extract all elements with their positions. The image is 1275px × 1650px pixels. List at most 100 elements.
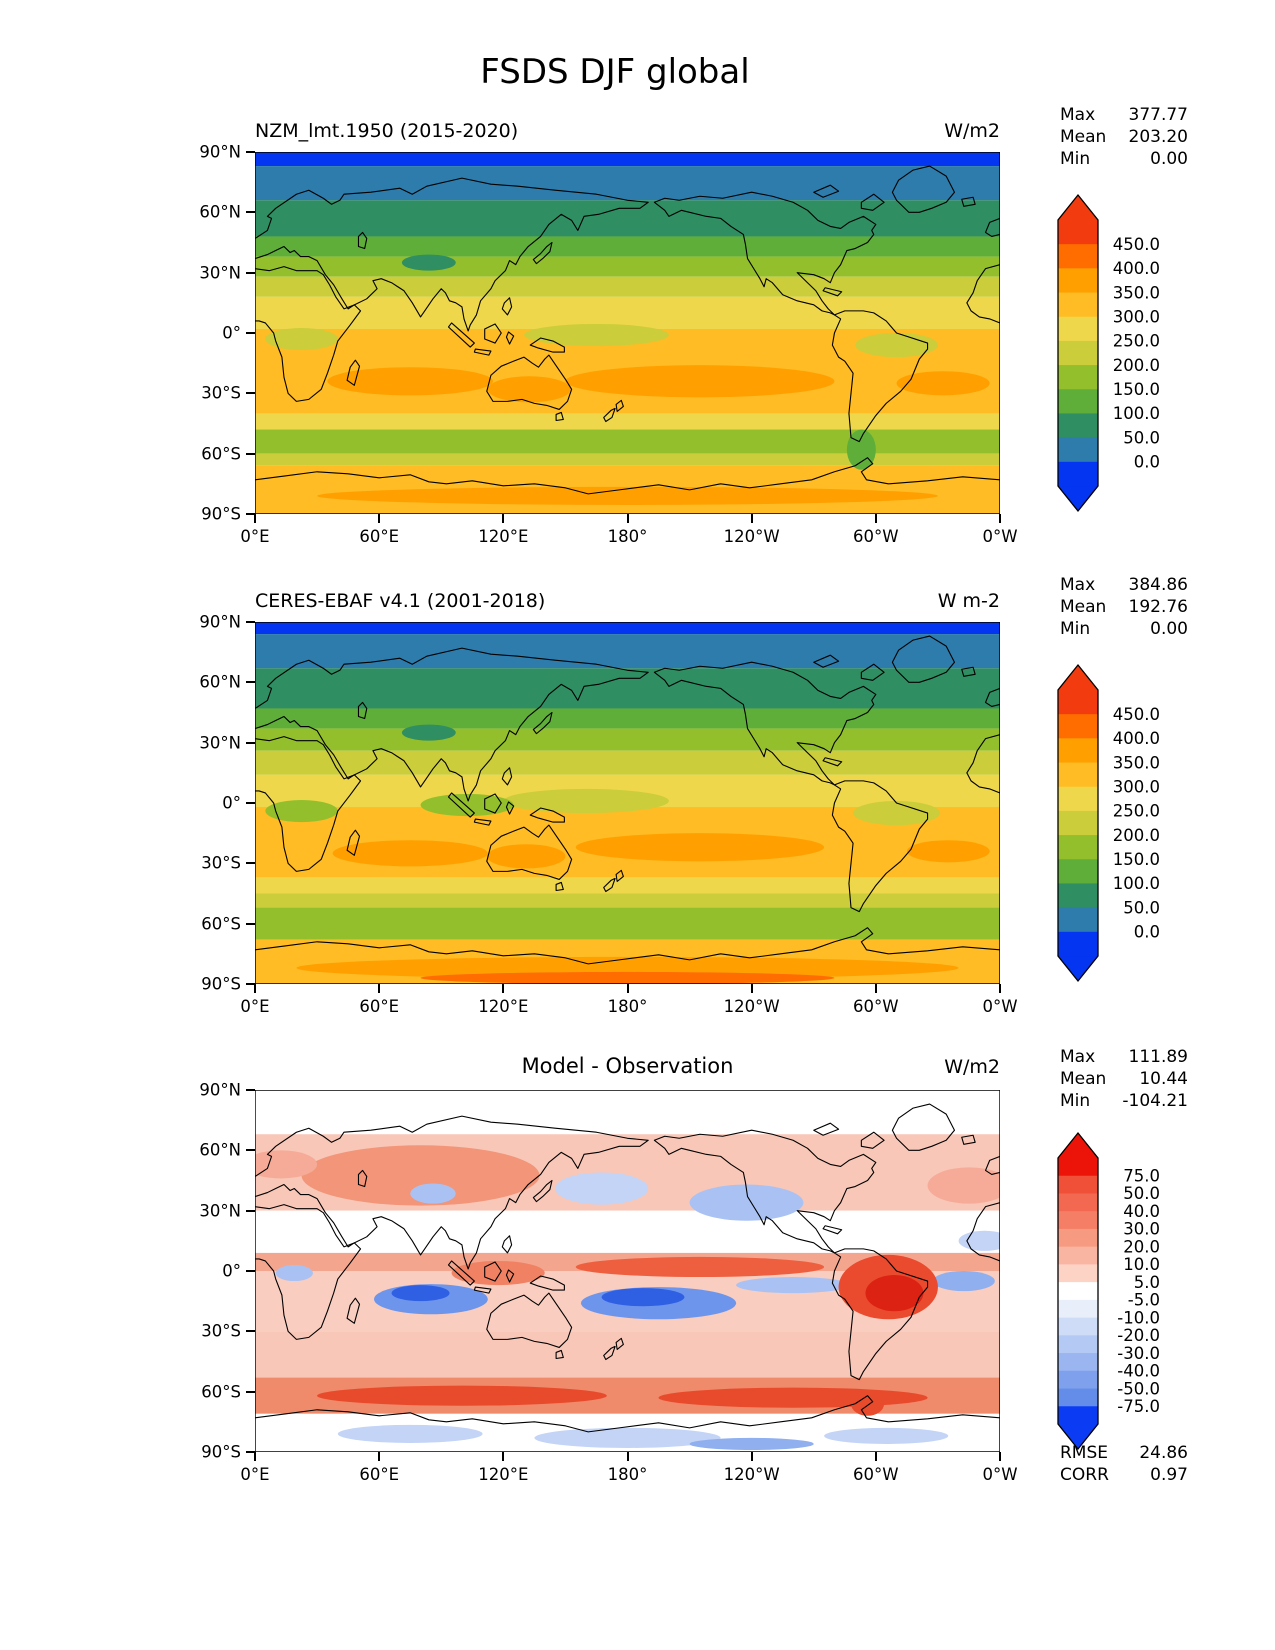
svg-text:75.0: 75.0 <box>1123 1167 1160 1186</box>
panel1-title: NZM_lmt.1950 (2015-2020) <box>255 120 519 142</box>
y-tick <box>246 1270 255 1272</box>
panel2-units: W m-2 <box>937 590 1000 612</box>
x-tick-label: 180° <box>607 1465 648 1484</box>
y-tick-label: 30°N <box>199 263 241 283</box>
y-tick <box>246 983 255 985</box>
svg-text:50.0: 50.0 <box>1123 898 1160 917</box>
y-tick <box>246 271 255 274</box>
stat-label: Min <box>1060 619 1091 639</box>
y-tick <box>246 741 255 744</box>
svg-text:100.0: 100.0 <box>1113 404 1160 423</box>
svg-text:350.0: 350.0 <box>1113 283 1160 302</box>
map-observation: 90°N 60°N 30°N 0° 30°S 60°S 90°S 0°E 60°E 120°E 18… <box>199 613 1017 1017</box>
x-tick <box>999 514 1001 523</box>
map-model-svg <box>255 152 1000 514</box>
svg-text:100.0: 100.0 <box>1113 874 1160 893</box>
stat-label: Max <box>1060 105 1096 125</box>
map-model: 90°N 60°N 30°N 0° 30°S 60°S 90°S 0°E 60°E 120°E 18… <box>199 143 1017 547</box>
svg-text:30.0: 30.0 <box>1123 1220 1160 1239</box>
y-tick <box>246 332 255 334</box>
stat-row: Max 377.77 <box>1060 104 1188 126</box>
x-tick-label: 60°W <box>853 997 899 1016</box>
stat-label: Min <box>1060 1091 1091 1111</box>
map-difference: 90°N 60°N 30°N 0° 30°S 60°S 90°S 0°E 60°E 120°E 18… <box>199 1081 1017 1485</box>
x-tick <box>378 984 381 993</box>
y-tick <box>246 621 255 623</box>
y-tick-label: 30°S <box>201 853 241 873</box>
svg-text:300.0: 300.0 <box>1113 778 1160 797</box>
svg-text:-50.0: -50.0 <box>1117 1379 1160 1398</box>
colorbar-difference: 75.050.040.030.020.010.05.0-5.0-10.0-20.… <box>1057 1131 1160 1451</box>
x-tick <box>502 984 505 993</box>
y-tick-label: 0° <box>222 793 241 813</box>
stat-value: 377.77 <box>1128 105 1188 125</box>
stat-row: Max 384.86 <box>1060 574 1188 596</box>
y-tick <box>246 151 255 153</box>
x-tick <box>254 514 256 523</box>
figure-title: FSDS DJF global <box>480 52 750 92</box>
map-observation-svg <box>255 622 1000 984</box>
y-tick-label: 60°N <box>199 202 241 222</box>
y-tick-label: 0° <box>222 323 241 343</box>
x-tick-label: 0°W <box>982 1465 1018 1484</box>
x-tick-label: 60°W <box>853 527 899 546</box>
metric-label: RMSE <box>1060 1443 1109 1463</box>
y-tick-label: 0° <box>222 1261 241 1281</box>
y-tick <box>246 452 255 455</box>
y-tick <box>246 681 255 684</box>
y-tick-label: 60°N <box>199 1140 241 1160</box>
svg-text:50.0: 50.0 <box>1123 1184 1160 1203</box>
x-tick-label: 120°E <box>478 997 529 1016</box>
stat-label: Mean <box>1060 127 1107 147</box>
stat-row: Mean 10.44 <box>1060 1068 1188 1090</box>
x-tick-label: 60°E <box>359 1465 399 1484</box>
y-tick <box>246 1451 255 1453</box>
stat-label: Mean <box>1060 1069 1107 1089</box>
y-tick <box>246 1209 255 1212</box>
y-tick <box>246 1089 255 1091</box>
y-tick <box>246 862 255 865</box>
y-tick-label: 90°S <box>201 974 241 994</box>
y-tick <box>246 392 255 395</box>
x-tick-label: 120°W <box>723 997 780 1016</box>
svg-text:400.0: 400.0 <box>1113 259 1160 278</box>
metric-value: 24.86 <box>1139 1443 1188 1463</box>
svg-text:-40.0: -40.0 <box>1117 1362 1160 1381</box>
stat-row: Max 111.89 <box>1060 1046 1188 1068</box>
y-tick <box>246 802 255 804</box>
stat-label: Max <box>1060 1047 1096 1067</box>
x-tick <box>999 984 1001 993</box>
x-tick <box>626 514 629 523</box>
x-tick-label: 120°E <box>478 1465 529 1484</box>
x-tick <box>254 1452 256 1461</box>
stat-value: 0.00 <box>1150 149 1188 169</box>
stat-row: Min 0.00 <box>1060 148 1188 170</box>
svg-text:0.0: 0.0 <box>1134 923 1160 942</box>
y-tick <box>246 1390 255 1393</box>
colorbar-observation: 450.0 400.0 350.0 300.0 250.0 200.0 150.0 100.0… <box>1057 663 1160 983</box>
svg-text:150.0: 150.0 <box>1113 850 1160 869</box>
panel1-stats: Max 377.77 Mean 203.20 Min 0.00 <box>1060 104 1188 170</box>
svg-text:450.0: 450.0 <box>1113 235 1160 254</box>
stat-value: -104.21 <box>1122 1091 1188 1111</box>
stat-row: Mean 192.76 <box>1060 596 1188 618</box>
y-tick-label: 90°N <box>199 1080 241 1100</box>
x-tick <box>626 1452 629 1461</box>
svg-text:250.0: 250.0 <box>1113 332 1160 351</box>
metric-label: CORR <box>1060 1465 1109 1485</box>
stat-label: Mean <box>1060 597 1107 617</box>
y-tick-label: 30°N <box>199 733 241 753</box>
map-difference-svg <box>255 1090 1000 1452</box>
colorbar-model: 450.0 400.0 350.0 300.0 250.0 200.0 150.0 100.0… <box>1057 193 1160 513</box>
svg-text:10.0: 10.0 <box>1123 1255 1160 1274</box>
panel3-units: W/m2 <box>944 1056 1000 1078</box>
x-tick <box>750 514 753 523</box>
x-tick-label: 0°W <box>982 997 1018 1016</box>
x-tick-label: 60°E <box>359 997 399 1016</box>
x-tick-label: 120°E <box>478 527 529 546</box>
x-tick <box>874 514 877 523</box>
y-tick <box>246 1149 255 1152</box>
x-tick <box>874 984 877 993</box>
x-tick <box>502 514 505 523</box>
stat-value: 10.44 <box>1139 1069 1188 1089</box>
